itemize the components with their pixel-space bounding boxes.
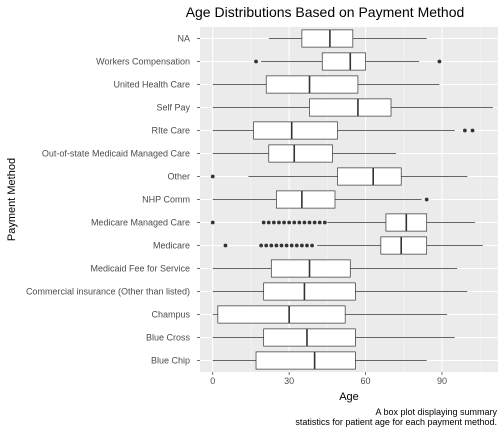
caption-line-1: A box plot displaying summary [375,407,497,417]
box-group [212,305,448,324]
box-iqr [380,236,428,255]
y-category-label: Workers Compensation [96,57,190,67]
box-iqr [337,167,402,186]
y-category-label: Medicaid Fee for Service [90,264,190,274]
y-category-label: Out-of-state Medicaid Managed Care [42,149,190,159]
outlier-point [462,128,467,133]
outlier-point [287,220,292,225]
outlier-point [312,220,317,225]
box-iqr [276,190,336,209]
outlier-point [292,220,297,225]
y-category-label: Commercial insurance (Other than listed) [26,287,190,297]
x-tick-label: 60 [361,376,371,386]
box-iqr [255,351,356,370]
x-tick-label: 90 [437,376,447,386]
y-category-label: Medicare Managed Care [91,218,190,228]
box-iqr [270,259,351,278]
outlier-point [271,220,276,225]
y-category-label: RIte Care [151,126,190,136]
x-tick-label: 30 [284,376,294,386]
outlier-point [261,220,266,225]
outlier-point [279,243,284,248]
outlier-point [254,59,258,64]
box-group [212,259,458,278]
x-tick-label: 0 [210,376,215,386]
outlier-point [282,220,286,225]
outlier-point [259,243,264,248]
outlier-point [274,243,279,248]
box-group [210,213,476,232]
outlier-point [424,197,429,202]
outlier-point [266,220,271,225]
outlier-point [437,59,442,64]
box-group [212,144,397,163]
caption-line-2: statistics for patient age for each paym… [295,417,497,427]
y-axis-label: Payment Method [6,158,18,241]
x-tick-labels: 0 30 60 90 [210,372,447,386]
box-group [212,121,475,140]
outlier-point [223,243,228,248]
outlier-point [264,243,269,248]
chart-title: Age Distributions Based on Payment Metho… [186,4,465,20]
box-iqr [301,29,354,48]
box-iqr [253,121,338,140]
y-category-label: NHP Comm [142,195,190,205]
box-group [212,98,493,117]
x-axis-label: Age [339,391,359,403]
outlier-point [210,174,215,179]
outlier-point [470,128,475,133]
y-category-label: Champus [151,310,190,320]
y-category-label: United Health Care [113,80,190,90]
y-category-label: Self Pay [156,103,190,113]
outlier-point [289,243,294,248]
y-category-label: NA [177,34,190,44]
outlier-point [302,220,307,225]
box-iqr [268,144,333,163]
box-group [223,236,483,255]
box-group [212,75,440,94]
box-group [212,351,427,370]
outlier-point [322,220,327,225]
outlier-point [299,243,304,248]
outlier-point [297,220,302,225]
box-iqr [321,52,366,71]
box-group [210,167,468,186]
outlier-point [284,243,289,248]
box-group [212,282,468,301]
box-group [254,52,442,71]
outlier-point [294,243,299,248]
box-iqr [265,75,359,94]
outlier-point [305,243,309,248]
outlier-point [310,243,314,248]
box-iqr [263,282,356,301]
box-group [212,328,455,347]
y-category-label: Medicare [153,241,190,251]
y-category-label: Blue Chip [151,356,190,366]
outlier-point [317,220,322,225]
y-category-label: Other [167,172,190,182]
box-group [268,29,427,48]
box-iqr [217,305,346,324]
box-iqr [309,98,392,117]
y-tick-labels: NA Workers Compensation United Health Care… [26,34,200,366]
box-series [210,29,493,370]
outlier-point [210,220,215,225]
box-iqr [263,328,356,347]
outlier-point [307,220,312,225]
box-group [212,190,429,209]
y-category-label: Blue Cross [146,333,191,343]
outlier-point [269,243,274,248]
outlier-point [277,220,281,225]
